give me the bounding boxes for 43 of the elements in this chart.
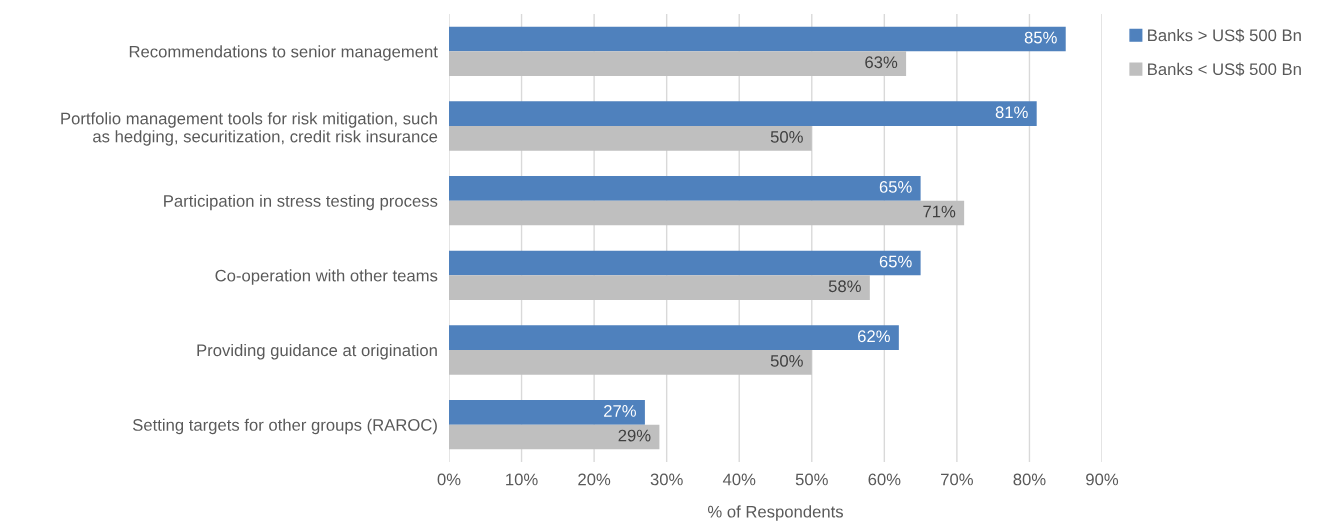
y-tick-label: Recommendations to senior management	[129, 45, 438, 61]
data-label: 50%	[770, 130, 803, 143]
data-label: 81%	[995, 106, 1028, 119]
bar	[449, 275, 870, 300]
data-label: 65%	[879, 255, 912, 268]
x-tick-label: 90%	[1086, 473, 1119, 486]
y-tick-label: Participation in stress testing process	[164, 194, 438, 211]
legend-label: Banks > US$ 500 Bn	[1148, 28, 1301, 43]
bar	[449, 176, 921, 201]
x-tick-label: 10%	[506, 473, 538, 486]
x-tick-label: 70%	[941, 473, 973, 486]
x-tick-label: 80%	[1013, 473, 1046, 486]
x-tick-label: 40%	[722, 473, 756, 486]
x-axis-title: % of Respondents	[708, 505, 843, 521]
data-label: 27%	[604, 405, 636, 417]
data-label: 29%	[618, 429, 651, 442]
x-tick-label: 50%	[795, 473, 828, 486]
x-tick-label: 0%	[437, 473, 461, 486]
bar	[449, 51, 907, 76]
y-tick-label: Portfolio management tools for risk mitigation, such as hedging, securitization, credit risk insurance	[61, 112, 438, 146]
data-label: 50%	[770, 354, 803, 367]
y-tick-label: Setting targets for other groups (RAROC)	[132, 418, 437, 435]
x-tick-label: 20%	[578, 473, 611, 486]
data-label: 65%	[879, 181, 912, 193]
x-tick-label: 30%	[650, 473, 683, 486]
bar	[449, 26, 1066, 52]
x-tick-label: 60%	[868, 473, 901, 486]
data-label: 63%	[865, 56, 898, 69]
bar	[449, 101, 1037, 126]
data-label: 71%	[923, 205, 956, 218]
y-tick-label: Co-operation with other teams	[215, 269, 438, 285]
data-label: 62%	[858, 330, 890, 343]
bar	[449, 250, 921, 276]
bar	[449, 200, 965, 226]
bar	[449, 126, 812, 151]
bar	[449, 350, 812, 375]
bar	[449, 424, 660, 450]
legend-label: Banks < US$ 500 Bn	[1148, 62, 1301, 77]
y-tick-label: Providing guidance at origination	[197, 343, 437, 360]
data-label: 85%	[1024, 31, 1057, 44]
bar	[449, 325, 899, 350]
bar	[449, 400, 645, 425]
data-label: 58%	[828, 280, 861, 293]
